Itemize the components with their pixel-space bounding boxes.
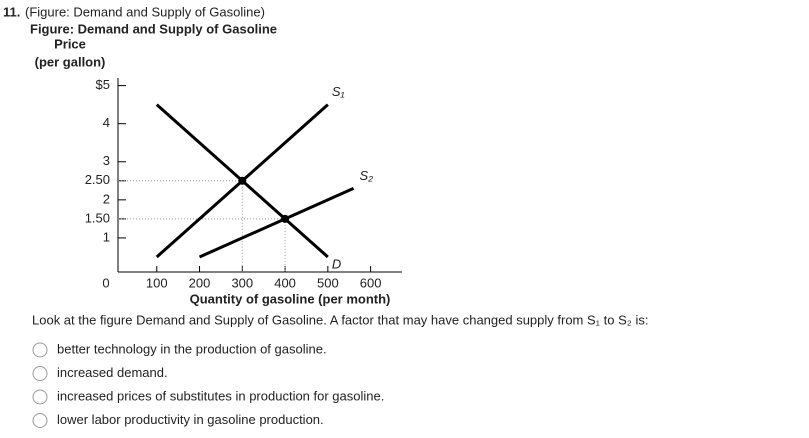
curve-label: D [332, 256, 341, 271]
x-tick-label: 300 [231, 275, 253, 290]
option-text[interactable]: lower labor productivity in gasoline pro… [57, 412, 324, 427]
y-tick-label: 1 [103, 229, 110, 244]
curve-label: S₂ [360, 168, 374, 183]
equilibrium-point [281, 214, 290, 223]
x-axis-label: Quantity of gasoline (per month) [190, 291, 391, 306]
x-tick-label: 200 [189, 275, 211, 290]
equilibrium-point [238, 176, 247, 185]
y-tick-label: 1.50 [85, 210, 110, 225]
y-tick-label: 2.50 [85, 172, 110, 187]
y-tick-label: $5 [96, 77, 110, 92]
x-tick-label: 500 [317, 275, 339, 290]
question-text: Look at the figure Demand and Supply of … [32, 312, 648, 327]
radio-button[interactable] [32, 366, 48, 381]
y-axis-unit: (per gallon) [35, 54, 106, 69]
option-text[interactable]: increased prices of substitutes in produ… [57, 388, 384, 403]
figure-title: Figure: Demand and Supply of Gasoline [30, 21, 277, 36]
option-text[interactable]: increased demand. [57, 365, 168, 380]
x-tick-label: 400 [274, 275, 296, 290]
radio-button[interactable] [32, 342, 48, 358]
option-text[interactable]: better technology in the production of g… [57, 341, 327, 356]
y-tick-label: 3 [103, 153, 110, 168]
x-tick-label: 600 [360, 275, 382, 290]
y-tick-label: 2 [103, 191, 110, 206]
curve [198, 187, 355, 259]
y-axis-label: Price [54, 36, 86, 51]
radio-button[interactable] [32, 413, 48, 428]
question-heading: (Figure: Demand and Supply of Gasoline) [25, 4, 265, 19]
y-tick-label: 4 [103, 115, 110, 130]
curve-label: S₁ [332, 84, 345, 99]
radio-button[interactable] [32, 389, 48, 405]
question-number: 11. [3, 4, 20, 19]
x-tick-label: 0 [102, 275, 109, 290]
x-tick-label: 100 [146, 275, 168, 290]
